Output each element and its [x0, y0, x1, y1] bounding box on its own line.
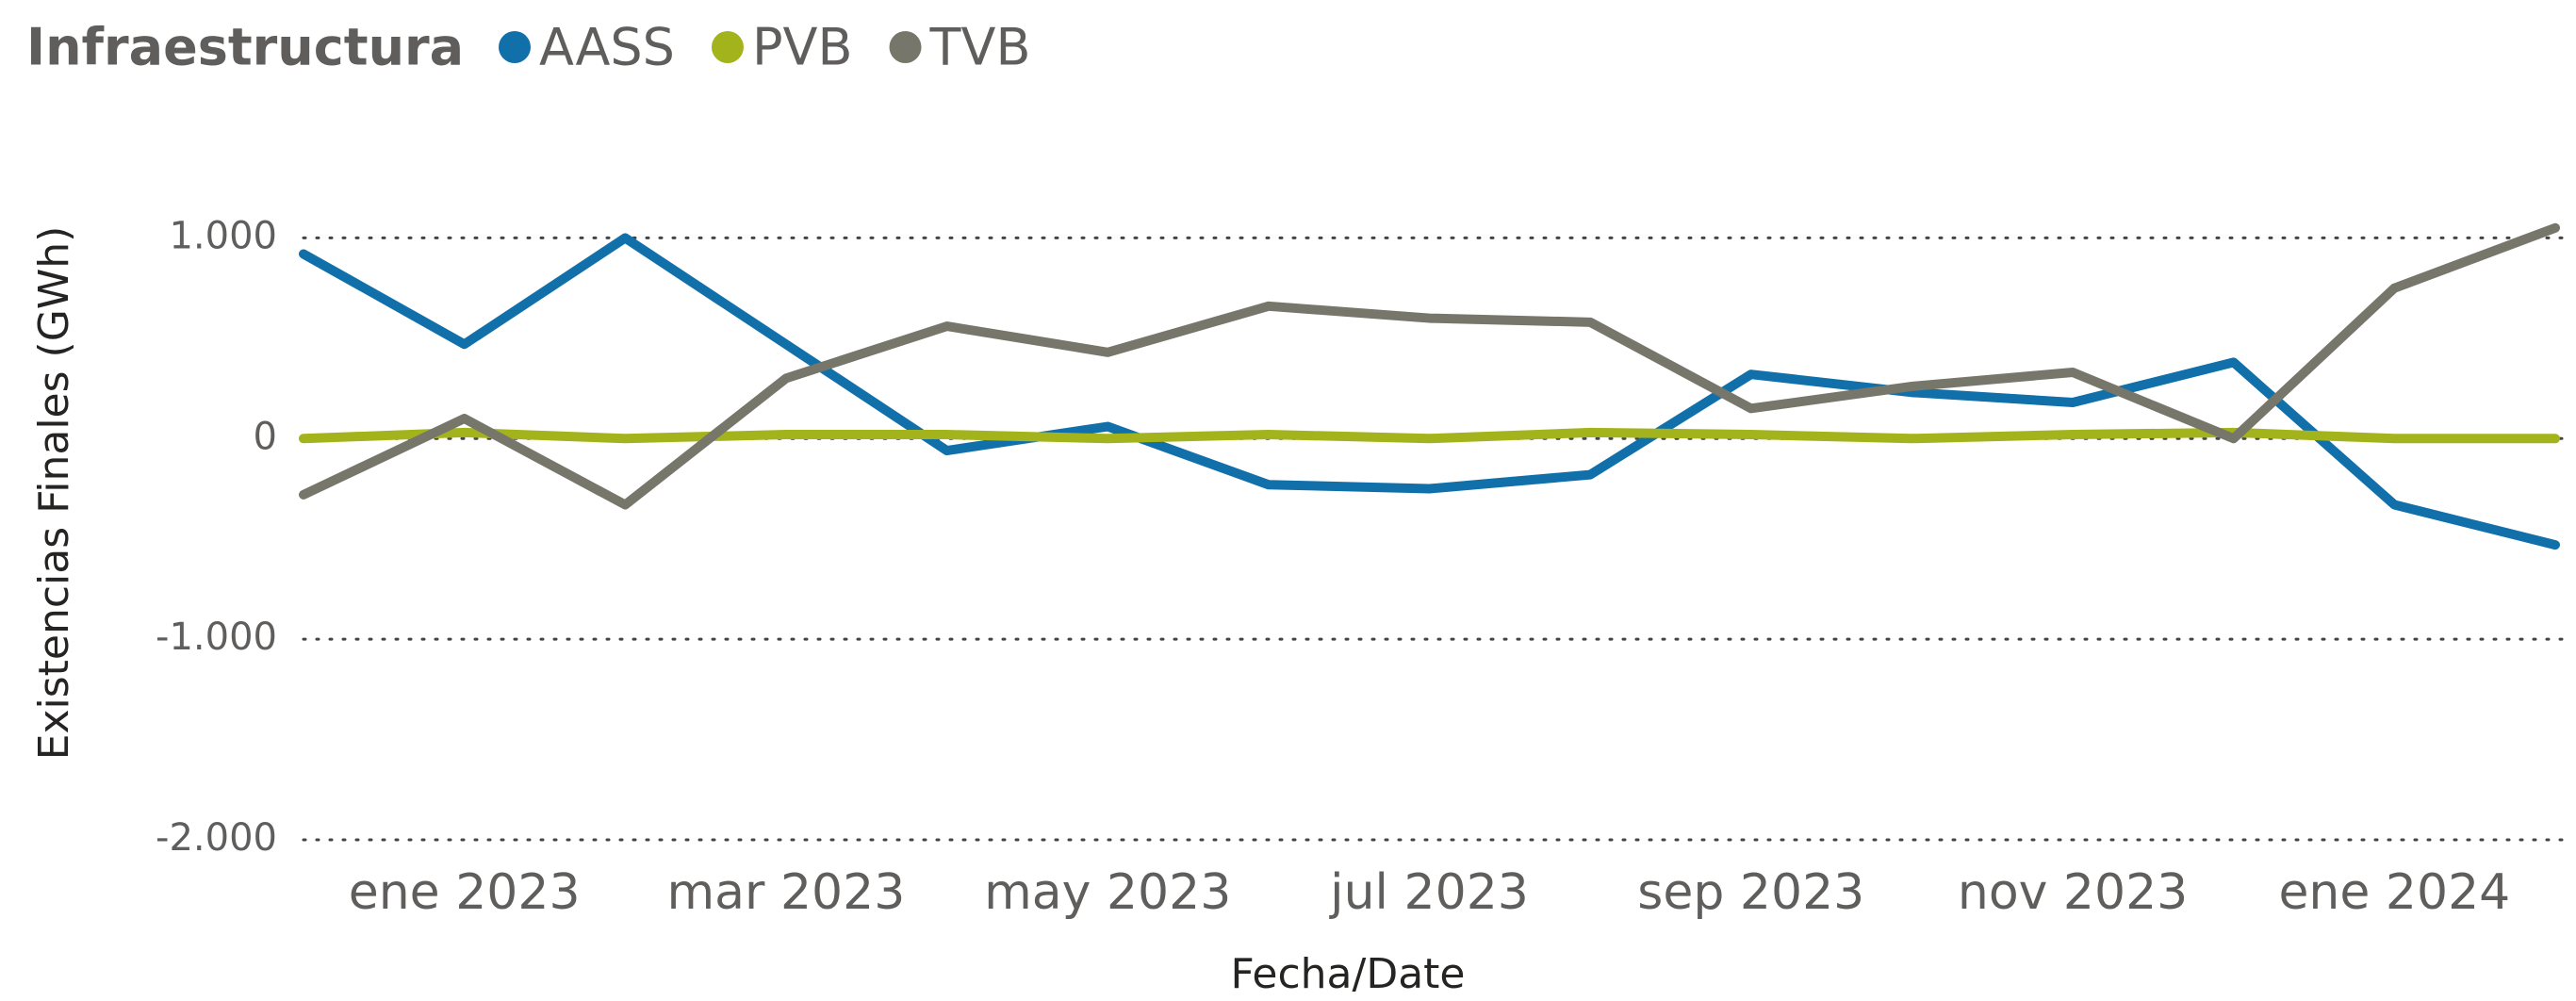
x-tick-label: sep 2023: [1637, 864, 1864, 921]
x-tick-label: nov 2023: [1958, 864, 2188, 921]
legend-marker: [499, 31, 531, 63]
y-tick-label: -1.000: [156, 615, 277, 659]
series-line: [299, 222, 2560, 510]
legend-label: TVB: [929, 18, 1031, 77]
legend-marker: [889, 31, 922, 63]
x-tick-label: ene 2024: [2278, 864, 2510, 921]
x-axis-title: Fecha/Date: [1230, 950, 1465, 998]
chart-title: Infraestructura: [26, 18, 464, 77]
y-tick-label: 0: [254, 415, 277, 458]
series-line: [299, 427, 2560, 444]
x-tick-label: mar 2023: [667, 864, 906, 921]
series-line: [299, 233, 2560, 550]
y-tick-label: 1.000: [169, 214, 277, 257]
x-tick-label: may 2023: [984, 864, 1231, 921]
x-tick-label: jul 2023: [1329, 864, 1529, 921]
legend-label: PVB: [752, 18, 853, 77]
y-tick-label: -2.000: [156, 816, 277, 860]
x-tick-label: ene 2023: [349, 864, 581, 921]
legend-label: AASS: [539, 18, 675, 77]
y-axis-title: Existencias Finales (GWh): [30, 226, 78, 761]
legend-marker: [711, 31, 744, 63]
